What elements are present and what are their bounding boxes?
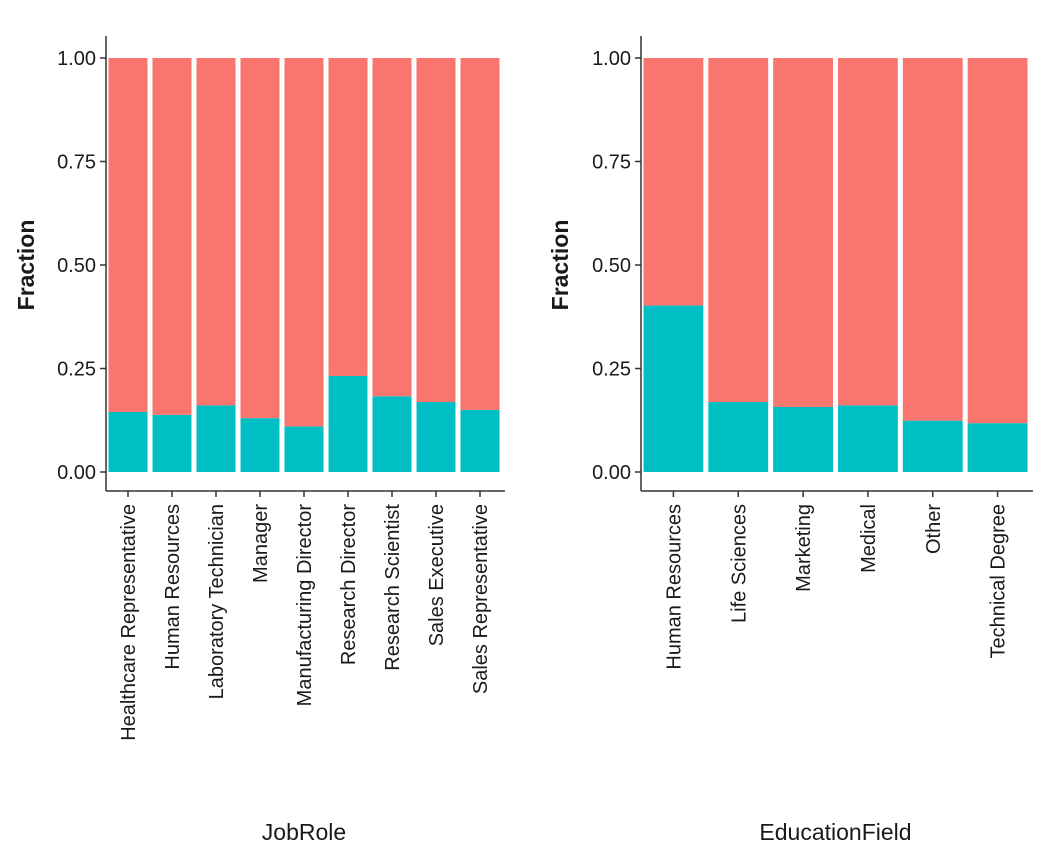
y-tick-label: 0.25 bbox=[592, 359, 631, 381]
x-tick-label: Other bbox=[923, 504, 945, 554]
bar-segment-upper-7 bbox=[416, 58, 456, 403]
bar-segment-upper-1 bbox=[708, 58, 769, 403]
x-axis-title: EducationField bbox=[759, 819, 911, 845]
bar-segment-upper-4 bbox=[902, 58, 963, 421]
x-tick-label: Research Scientist bbox=[382, 504, 404, 671]
educationfield-chart-panel: 0.00 0.25 0.50 0.75 1.00 Human Resources Life … bbox=[547, 36, 1033, 845]
bar-segment-lower-4 bbox=[284, 426, 324, 472]
bar-segment-upper-3 bbox=[240, 58, 280, 419]
jobrole-chart-panel: 0.00 0.25 0.50 0.75 1.00 Healthcare Represent… bbox=[13, 36, 505, 845]
bar-segment-lower-2 bbox=[196, 405, 236, 472]
bar-segment-lower-0 bbox=[643, 305, 704, 472]
bar-segment-upper-6 bbox=[372, 58, 412, 397]
bar-segment-upper-5 bbox=[967, 58, 1028, 424]
bar-segment-upper-5 bbox=[328, 58, 368, 376]
y-tick-label: 0.25 bbox=[57, 359, 96, 381]
bar-segment-upper-0 bbox=[108, 58, 148, 412]
bar-segment-lower-5 bbox=[328, 375, 368, 472]
x-tick-label: Laboratory Technician bbox=[206, 504, 228, 699]
bar-segment-lower-2 bbox=[773, 407, 833, 472]
x-tick-label: Sales Representative bbox=[470, 504, 492, 694]
bar-segment-upper-0 bbox=[643, 58, 704, 306]
bar-segment-lower-3 bbox=[838, 405, 898, 472]
bar-segment-upper-2 bbox=[196, 58, 236, 406]
y-tick-label: 0.50 bbox=[592, 255, 631, 277]
bar-segment-upper-2 bbox=[773, 58, 833, 407]
y-tick-label: 1.00 bbox=[57, 48, 96, 70]
x-axis-title: JobRole bbox=[262, 819, 346, 845]
bar-segment-lower-8 bbox=[460, 409, 500, 472]
y-tick-label: 0.75 bbox=[57, 152, 96, 174]
y-tick-label: 0.00 bbox=[57, 462, 96, 484]
x-tick-label: Healthcare Representative bbox=[118, 504, 140, 741]
x-tick-label: Manager bbox=[250, 504, 272, 583]
y-axis-title: Fraction bbox=[13, 220, 39, 311]
x-tick-label: Life Sciences bbox=[728, 504, 750, 623]
y-tick-label: 0.00 bbox=[592, 462, 631, 484]
bar-segment-lower-0 bbox=[108, 411, 148, 472]
bar-segment-upper-8 bbox=[460, 58, 500, 410]
y-tick-label: 0.50 bbox=[57, 255, 96, 277]
x-tick-label: Sales Executive bbox=[426, 504, 448, 646]
bar-segment-upper-3 bbox=[838, 58, 898, 406]
x-tick-label: Research Director bbox=[338, 504, 360, 666]
bar-segment-upper-1 bbox=[152, 58, 192, 415]
x-tick-label: Medical bbox=[858, 504, 880, 573]
bar-segment-upper-4 bbox=[284, 58, 324, 427]
bar-segment-lower-1 bbox=[708, 402, 769, 472]
bar-segment-lower-6 bbox=[372, 396, 412, 472]
x-tick-label: Manufacturing Director bbox=[294, 504, 316, 707]
x-tick-label: Technical Degree bbox=[988, 504, 1010, 659]
x-tick-label: Marketing bbox=[793, 504, 815, 592]
y-tick-label: 0.75 bbox=[592, 152, 631, 174]
x-tick-label: Human Resources bbox=[162, 504, 184, 670]
bar-segment-lower-3 bbox=[240, 418, 280, 472]
bar-segment-lower-4 bbox=[902, 420, 963, 472]
x-tick-label: Human Resources bbox=[663, 504, 685, 670]
y-axis-title: Fraction bbox=[547, 220, 573, 311]
y-tick-label: 1.00 bbox=[592, 48, 631, 70]
bar-segment-lower-5 bbox=[967, 423, 1028, 472]
bar-segment-lower-7 bbox=[416, 402, 456, 472]
bar-segment-lower-1 bbox=[152, 414, 192, 472]
